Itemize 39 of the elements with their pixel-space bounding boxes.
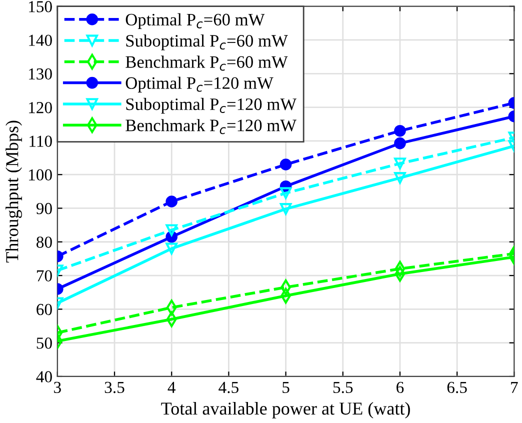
point (394, 172, 406, 184)
point (394, 158, 406, 170)
x-tick-label: 5.5 (333, 382, 353, 394)
point (394, 137, 406, 150)
x-tick-label: 6.5 (447, 382, 467, 394)
y-tick-label: 90 (36, 202, 52, 214)
y-tick-label: 60 (36, 304, 52, 316)
x-tick-label: 4.5 (218, 382, 238, 394)
x-axis-title: Total available power at UE (watt) (161, 402, 410, 418)
y-tick-label: 150 (29, 1, 52, 12)
y-tick-label: 140 (29, 34, 52, 46)
legend-label: Optimal P$_{c}$=120 mW (126, 76, 274, 92)
y-tick-label: 70 (36, 270, 52, 282)
y-tick-label: 110 (30, 136, 52, 147)
point (166, 224, 178, 236)
point (280, 203, 292, 215)
y-tick-label: 50 (36, 338, 52, 349)
legend-label: Benchmark P$_{c}$=120 mW (126, 119, 296, 134)
y-tick-label: 120 (29, 102, 52, 114)
legend-label: Benchmark P$_{c}$=60 mW (126, 56, 288, 71)
point (166, 242, 178, 255)
point (166, 196, 178, 208)
y-tick-label: 40 (36, 371, 52, 382)
x-tick-label: 6 (396, 382, 404, 394)
point (394, 124, 406, 137)
x-tick-label: 7 (511, 382, 518, 393)
legend-label: Optimal P$_{c}$=60 mW (126, 13, 265, 30)
point (280, 187, 292, 199)
y-tick-label: 100 (29, 169, 52, 181)
x-tick-label: 5 (282, 382, 290, 394)
x-tick-label: 3.5 (104, 382, 124, 394)
legend-label: Suboptimal P$_{c}$=60 mW (126, 34, 288, 50)
legend-label: Suboptimal P$_{c}$=120 mW (126, 98, 297, 114)
y-tick-label: 130 (29, 68, 52, 80)
x-tick-label: 4 (168, 382, 176, 393)
y-axis-title: Throughput (Mbps) (6, 120, 22, 263)
y-tick-label: 80 (36, 236, 52, 248)
x-tick-label: 3 (54, 382, 61, 394)
point (280, 158, 292, 170)
